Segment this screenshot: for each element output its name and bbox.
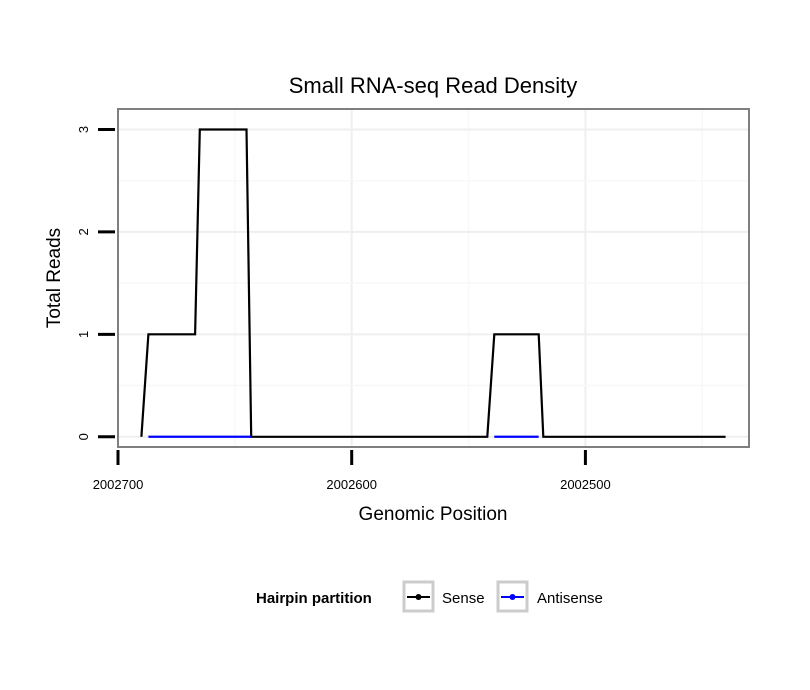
y-tick-label-3: 3 [76, 126, 91, 133]
y-axis: 0 1 2 3 [76, 126, 115, 440]
legend-title: Hairpin partition [256, 590, 372, 607]
y-tick-label-0: 0 [76, 433, 91, 440]
legend-key-antisense-point [509, 594, 516, 600]
chart-title: Small RNA-seq Read Density [289, 73, 578, 98]
grid [117, 109, 749, 447]
x-tick-label-1: 2002600 [326, 477, 377, 492]
x-tick-label-2: 2002500 [560, 477, 611, 492]
y-tick-label-2: 2 [76, 228, 91, 235]
y-tick-label-1: 1 [76, 331, 91, 338]
legend: Hairpin partition Sense Antisense [256, 580, 603, 613]
legend-label-antisense: Antisense [537, 590, 603, 607]
plot-panel-border [117, 108, 750, 448]
x-tick-label-0: 2002700 [93, 477, 144, 492]
plot-series [140, 128, 726, 438]
legend-key-sense-point [415, 594, 422, 600]
y-axis-title: Total Reads [44, 228, 65, 328]
x-axis-title: Genomic Position [359, 504, 508, 525]
legend-label-sense: Sense [442, 590, 485, 607]
x-axis: 2002700 2002600 2002500 [93, 450, 611, 492]
